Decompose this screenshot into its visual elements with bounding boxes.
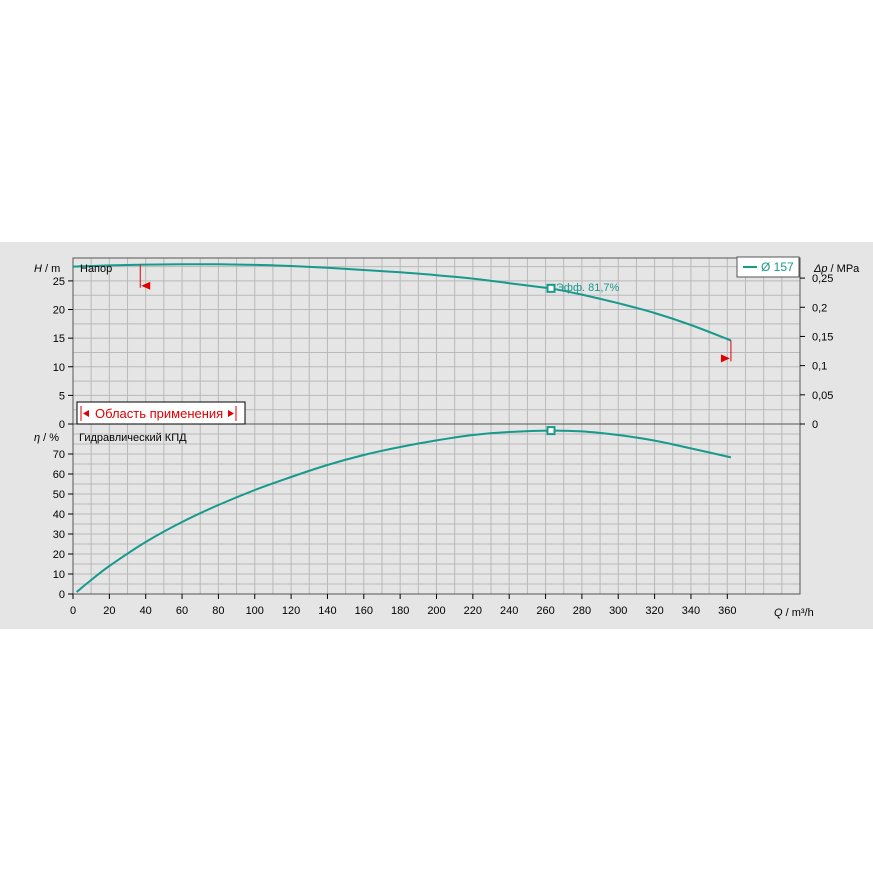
eff-y-tick-label: 20 [53,549,65,561]
pump-performance-chart: 0 5 10 15 20 25 0 0,05 0,1 0,15 0,2 0,25 0 10 20 30 40 50… [0,242,873,629]
head-curve [72,263,732,342]
legend-box [736,256,800,278]
eff-y-axis-label: η / % [34,432,59,444]
x-axis-label: Q / m³/h [774,607,814,619]
markers [139,264,732,436]
head-y-tick-label: 20 [53,305,65,317]
head-y-tick-label: 25 [53,276,65,288]
head-y-axis-label: H / m [34,263,60,275]
application-range-box [76,401,246,425]
eff-y-tick-label: 60 [53,469,65,481]
x-tick-label: 340 [682,605,700,617]
axis-ticks: 0 5 10 15 20 25 0 0,05 0,1 0,15 0,2 0,25 0 10 20 30 40 50… [53,273,834,617]
head-y-tick-label: 15 [53,333,65,345]
range-box-right-arrow [228,410,234,417]
eff-y-tick-label: 40 [53,509,65,521]
dp-y-tick-label: 0,25 [812,273,833,285]
operating-point-label: Эфф. 81,7% [556,282,620,294]
x-tick-label: 160 [355,605,373,617]
grid [73,258,800,594]
efficiency-curve [75,429,732,593]
dp-y-tick-label: 0,15 [812,331,833,343]
head-operating-point-marker [546,283,556,293]
x-tick-label: 320 [645,605,663,617]
head-y-tick-label: 5 [59,390,65,402]
x-tick-label: 80 [212,605,224,617]
range-min-marker-arrow [141,281,151,290]
x-tick-label: 360 [718,605,736,617]
eff-y-tick-label: 30 [53,529,65,541]
x-tick-label: 100 [246,605,264,617]
x-tick-label: 60 [176,605,188,617]
dp-y-tick-label: 0,2 [812,302,827,314]
head-y-tick-label: 10 [53,362,65,374]
x-tick-label: 20 [103,605,115,617]
x-tick-label: 240 [500,605,518,617]
head-y-tick-label: 0 [59,419,65,431]
legend-entry: Ø 157 [761,260,794,274]
x-tick-label: 300 [609,605,627,617]
x-tick-label: 260 [536,605,554,617]
dp-y-tick-label: 0 [812,419,818,431]
x-tick-label: 280 [573,605,591,617]
curves [72,263,732,593]
x-tick-label: 180 [391,605,409,617]
eff-y-tick-label: 10 [53,569,65,581]
x-tick-label: 220 [464,605,482,617]
dp-y-tick-label: 0,1 [812,361,827,373]
eff-y-tick-label: 70 [53,449,65,461]
eff-operating-point-marker [546,426,556,436]
head-panel-title: Напор [80,263,112,275]
eff-y-tick-label: 0 [59,589,65,601]
x-tick-label: 200 [427,605,445,617]
chart-svg: 0 5 10 15 20 25 0 0,05 0,1 0,15 0,2 0,25 0 10 20 30 40 50… [34,256,860,619]
range-box-left-arrow [83,410,89,417]
x-tick-label: 0 [70,605,76,617]
dp-y-tick-label: 0,05 [812,390,833,402]
dp-y-axis-label: Δp / MPa [813,263,860,275]
x-tick-label: 140 [318,605,336,617]
x-tick-label: 120 [282,605,300,617]
eff-panel-title: Гидравлический КПД [79,432,187,444]
application-range-label: Область применения [95,406,223,421]
x-tick-label: 40 [140,605,152,617]
eff-y-tick-label: 50 [53,489,65,501]
range-max-marker-arrow [720,354,730,363]
